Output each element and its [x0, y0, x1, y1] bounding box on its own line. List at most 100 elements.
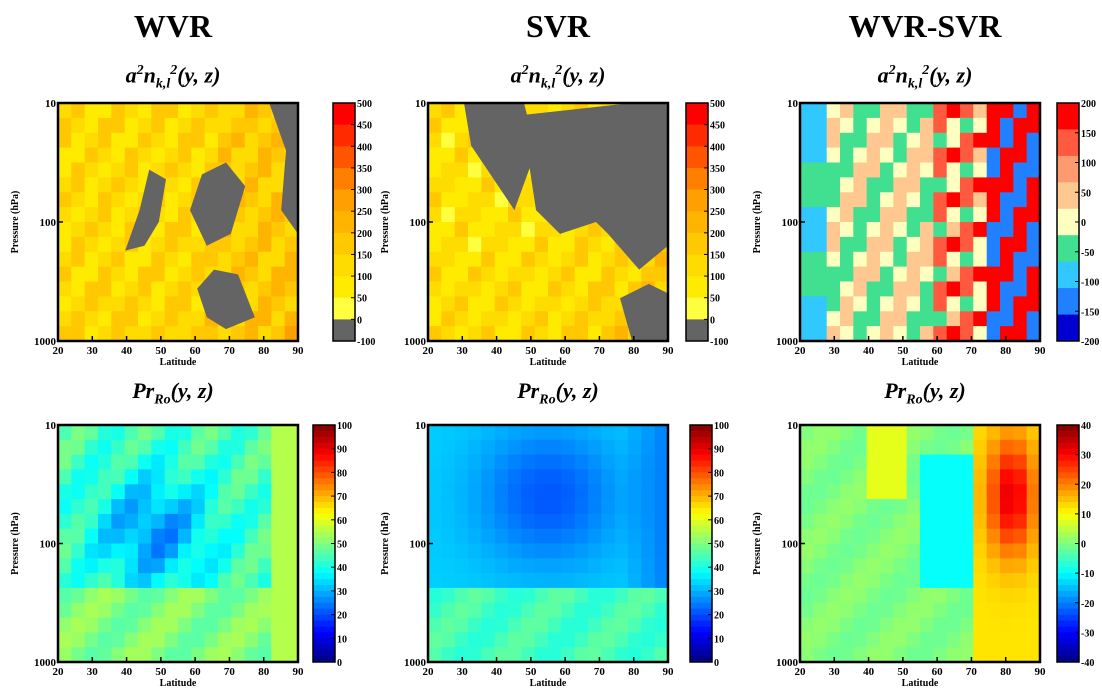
colorbar-swatch: [333, 103, 355, 126]
colorbar-tick-label: 450: [357, 121, 372, 132]
colorbar-swatch: [1057, 608, 1079, 616]
colorbar-swatch: [1057, 620, 1079, 627]
y-axis-label: Pressure (hPa): [752, 512, 763, 575]
colorbar-tick-label: 100: [714, 421, 729, 432]
colorbar-swatch: [313, 496, 335, 503]
colorbar-swatch: [1057, 567, 1079, 574]
colorbar-tick-label: 20: [714, 611, 724, 622]
colorbar-swatch: [313, 573, 335, 580]
x-tick-label: 50: [525, 666, 537, 678]
y-axis-label: Pressure (hPa): [10, 512, 21, 575]
x-tick-label: 60: [190, 345, 202, 357]
colorbar-swatch: [690, 626, 712, 633]
y-tick-label: 100: [782, 539, 799, 551]
x-tick-label: 50: [155, 666, 167, 678]
colorbar-swatch: [1057, 573, 1079, 580]
x-tick-label: 20: [53, 666, 65, 678]
colorbar-tick-label: 70: [337, 492, 347, 503]
colorbar-tick-label: 500: [710, 99, 725, 110]
panel-4: 20 30 40 50 60 70 80 90Latitude101001000Pressur…: [10, 420, 352, 689]
colorbar-tick-label: 50: [357, 294, 367, 305]
colorbar-swatch: [313, 614, 335, 621]
column-title-wvr: WVR: [133, 8, 213, 44]
row-title-a2nkl2-diff: a2nk,l2(y, z): [877, 62, 973, 92]
colorbar-swatch: [313, 590, 335, 598]
x-tick-label: 70: [594, 345, 606, 357]
colorbar-swatch: [313, 490, 335, 497]
colorbar-swatch: [1057, 561, 1079, 568]
colorbar-swatch: [313, 502, 335, 509]
colorbar-swatch: [690, 585, 712, 592]
colorbar-swatch: [690, 436, 712, 444]
colorbar-swatch: [333, 297, 355, 320]
colorbar-swatch: [313, 602, 335, 610]
colorbar-swatch: [313, 549, 335, 556]
colorbar-swatch: [1057, 103, 1079, 130]
colorbar-swatch: [690, 442, 712, 450]
colorbar-tick-label: 200: [1081, 99, 1096, 110]
colorbar-swatch: [313, 513, 335, 521]
x-tick-label: 50: [897, 345, 909, 357]
colorbar-swatch: [690, 638, 712, 645]
x-tick-label: 50: [897, 666, 909, 678]
y-tick-label: 100: [410, 217, 427, 229]
colorbar-swatch: [690, 425, 712, 432]
colorbar-swatch: [686, 146, 708, 169]
x-tick-label: 20: [423, 666, 435, 678]
colorbar-swatch: [686, 232, 708, 255]
colorbar-swatch: [686, 124, 708, 147]
colorbar-swatch: [313, 442, 335, 450]
colorbar-tick-label: 200: [357, 229, 372, 240]
colorbar-swatch: [313, 620, 335, 627]
x-axis-label: Latitude: [902, 357, 939, 368]
x-tick-label: 90: [663, 345, 675, 357]
colorbar-swatch: [1057, 543, 1079, 550]
panel-3: 20 30 40 50 60 70 80 90Latitude101001000Pressur…: [752, 98, 1099, 368]
colorbar-tick-label: -40: [1081, 658, 1094, 669]
column-title-wvr-svr: WVR-SVR: [848, 8, 1002, 44]
colorbar-swatch: [313, 472, 335, 479]
colorbar: 40 30 20 10 0 -10 -20 -30 -40: [1056, 421, 1094, 669]
colorbar-swatch: [1057, 614, 1079, 621]
colorbar-swatch: [1057, 579, 1079, 586]
colorbar-swatch: [1057, 644, 1079, 651]
colorbar-swatch: [313, 626, 335, 633]
x-tick-label: 80: [628, 666, 640, 678]
y-tick-label: 100: [410, 539, 427, 551]
colorbar-swatch: [690, 430, 712, 438]
colorbar-tick-label: 100: [357, 272, 372, 283]
colorbar-swatch: [1057, 502, 1079, 509]
colorbar-swatch: [686, 276, 708, 299]
colorbar-swatch: [1057, 656, 1079, 663]
colorbar-tick-label: 150: [710, 250, 725, 261]
colorbar-tick-label: 150: [357, 250, 372, 261]
colorbar-swatch: [313, 430, 335, 438]
colorbar-swatch: [1057, 478, 1079, 485]
colorbar-tick-label: 60: [714, 516, 724, 527]
panel-5: 20 30 40 50 60 70 80 90Latitude101001000Pressur…: [380, 420, 729, 689]
colorbar-swatch: [690, 590, 712, 598]
colorbar-tick-label: 30: [1081, 451, 1091, 462]
colorbar-swatch: [1057, 638, 1079, 645]
colorbar-swatch: [1057, 537, 1079, 544]
row-title-prro-svr: PrRo(y, z): [517, 378, 599, 408]
y-tick-label: 10: [415, 98, 427, 110]
colorbar-tick-label: 10: [337, 634, 347, 645]
colorbar-frame: [332, 102, 356, 342]
colorbar-swatch: [1057, 472, 1079, 479]
colorbar-swatch: [313, 484, 335, 491]
colorbar-tick-label: -10: [1081, 569, 1094, 580]
colorbar-tick-label: 50: [714, 540, 724, 551]
colorbar-swatch: [1057, 525, 1079, 533]
colorbar-swatch: [690, 507, 712, 515]
colorbar-swatch: [333, 167, 355, 190]
y-tick-label: 100: [40, 217, 57, 229]
x-tick-label: 30: [457, 666, 469, 678]
colorbar-swatch: [313, 561, 335, 568]
y-tick-label: 1000: [34, 657, 57, 669]
colorbar-swatch: [690, 543, 712, 550]
y-tick-label: 10: [45, 98, 57, 110]
colorbar-tick-label: -100: [710, 337, 728, 348]
